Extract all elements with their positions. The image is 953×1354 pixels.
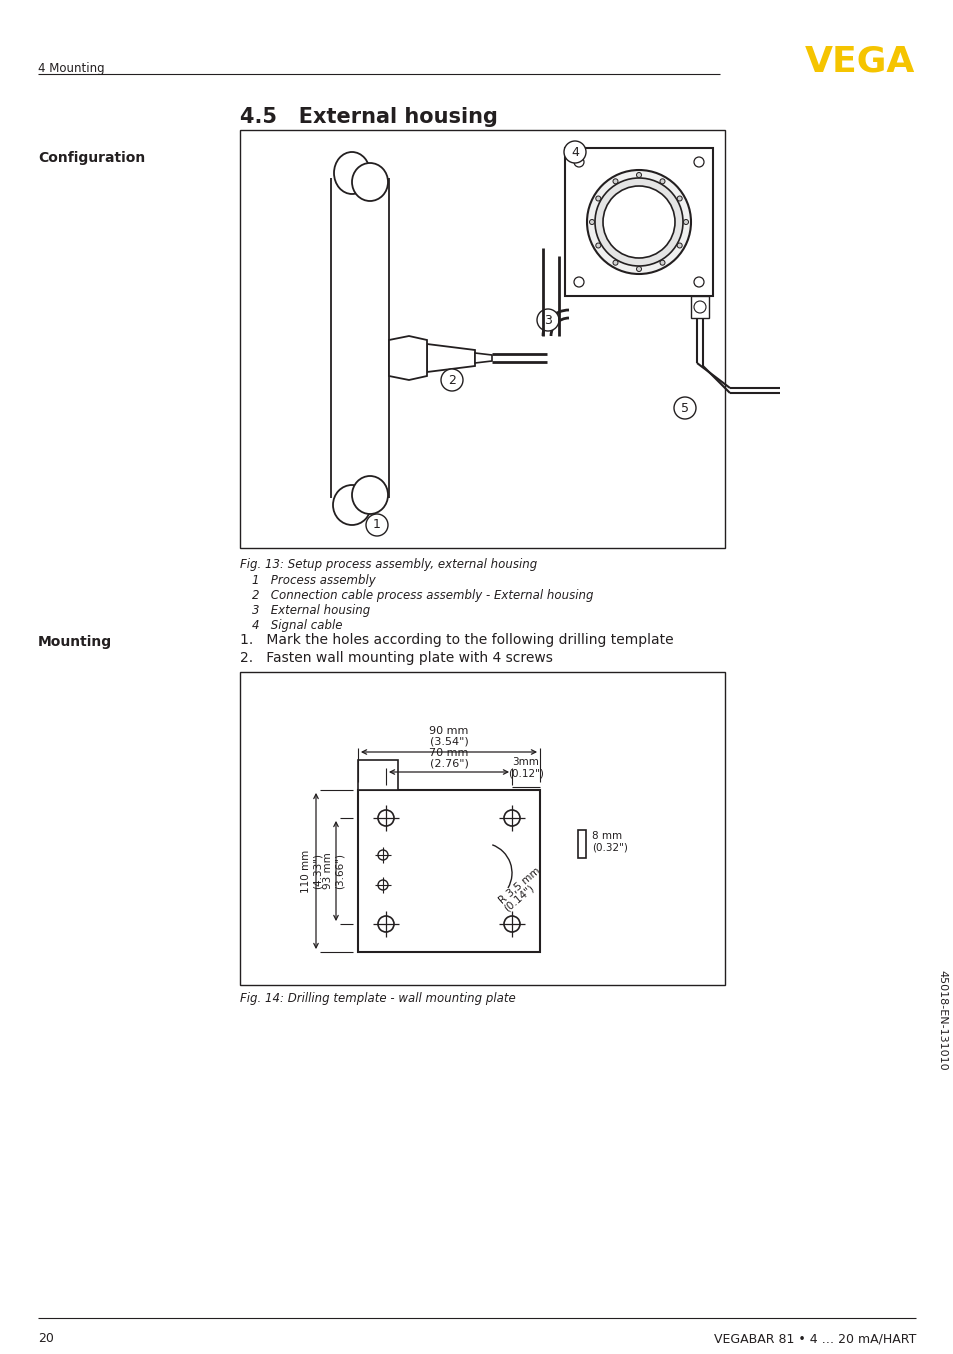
Circle shape <box>563 141 585 162</box>
Text: VEGABAR 81 • 4 … 20 mA/HART: VEGABAR 81 • 4 … 20 mA/HART <box>713 1332 915 1345</box>
Circle shape <box>377 810 394 826</box>
Text: 110 mm: 110 mm <box>301 849 311 892</box>
Text: 8 mm: 8 mm <box>592 831 621 841</box>
Circle shape <box>673 397 696 418</box>
Circle shape <box>596 196 600 200</box>
Text: 3mm: 3mm <box>512 757 538 766</box>
Text: (3.66"): (3.66") <box>335 853 345 890</box>
Text: 4   Signal cable: 4 Signal cable <box>252 619 342 632</box>
Text: Fig. 14: Drilling template - wall mounting plate: Fig. 14: Drilling template - wall mounti… <box>240 992 516 1005</box>
Text: 5: 5 <box>680 402 688 414</box>
Circle shape <box>377 850 388 860</box>
Bar <box>240 130 724 548</box>
Ellipse shape <box>352 162 388 200</box>
Text: 1: 1 <box>373 519 380 532</box>
Circle shape <box>613 260 618 265</box>
Text: 45018-EN-131010: 45018-EN-131010 <box>936 969 946 1070</box>
Text: 2.   Fasten wall mounting plate with 4 screws: 2. Fasten wall mounting plate with 4 scr… <box>240 651 553 665</box>
Circle shape <box>659 260 664 265</box>
Polygon shape <box>427 344 475 372</box>
Text: (0.12"): (0.12") <box>508 768 543 779</box>
Polygon shape <box>475 353 492 363</box>
Circle shape <box>440 370 462 391</box>
Circle shape <box>586 171 690 274</box>
Bar <box>690 297 708 318</box>
Circle shape <box>659 179 664 184</box>
Circle shape <box>377 917 394 932</box>
Circle shape <box>636 172 640 177</box>
Text: VEGA: VEGA <box>803 45 914 79</box>
Circle shape <box>395 347 419 370</box>
Text: Fig. 13: Setup process assembly, external housing: Fig. 13: Setup process assembly, externa… <box>240 558 537 571</box>
Text: 90 mm: 90 mm <box>429 726 468 737</box>
Text: (3.54"): (3.54") <box>429 737 468 746</box>
Circle shape <box>682 219 688 225</box>
Polygon shape <box>389 336 427 380</box>
Text: Mounting: Mounting <box>38 635 112 649</box>
Circle shape <box>613 179 618 184</box>
Ellipse shape <box>352 477 388 515</box>
Text: 4: 4 <box>571 145 578 158</box>
Text: 70 mm: 70 mm <box>429 747 468 758</box>
Text: 2   Connection cable process assembly - External housing: 2 Connection cable process assembly - Ex… <box>252 589 593 603</box>
Circle shape <box>574 278 583 287</box>
Circle shape <box>602 185 675 259</box>
Text: 2: 2 <box>448 374 456 386</box>
Text: 3   External housing: 3 External housing <box>252 604 370 617</box>
Circle shape <box>636 267 640 272</box>
Circle shape <box>574 157 583 167</box>
Text: (2.76"): (2.76") <box>429 760 468 769</box>
Text: Configuration: Configuration <box>38 152 145 165</box>
Ellipse shape <box>334 152 370 194</box>
Circle shape <box>589 219 594 225</box>
Circle shape <box>366 515 388 536</box>
Text: (0.14"): (0.14") <box>501 883 536 914</box>
Text: R 3,5 mm: R 3,5 mm <box>497 867 541 906</box>
Ellipse shape <box>333 485 371 525</box>
Circle shape <box>595 177 682 265</box>
Text: (0.32"): (0.32") <box>592 844 627 853</box>
Text: 1   Process assembly: 1 Process assembly <box>252 574 375 588</box>
Text: 4 Mounting: 4 Mounting <box>38 62 105 74</box>
Text: 4.5   External housing: 4.5 External housing <box>240 107 497 127</box>
Text: 20: 20 <box>38 1332 53 1345</box>
Bar <box>240 672 724 984</box>
Circle shape <box>377 880 388 890</box>
Circle shape <box>677 242 681 248</box>
Bar <box>357 789 539 952</box>
Circle shape <box>693 278 703 287</box>
Text: 3: 3 <box>543 314 552 326</box>
Text: 93 mm: 93 mm <box>323 853 333 890</box>
Circle shape <box>693 301 705 313</box>
Circle shape <box>677 196 681 200</box>
Circle shape <box>693 157 703 167</box>
Bar <box>564 148 712 297</box>
Bar <box>357 760 397 789</box>
Circle shape <box>596 242 600 248</box>
Text: 1.   Mark the holes according to the following drilling template: 1. Mark the holes according to the follo… <box>240 634 673 647</box>
Circle shape <box>503 810 519 826</box>
Text: (4.33"): (4.33") <box>313 853 323 890</box>
Circle shape <box>537 309 558 330</box>
Circle shape <box>503 917 519 932</box>
Bar <box>578 830 585 858</box>
